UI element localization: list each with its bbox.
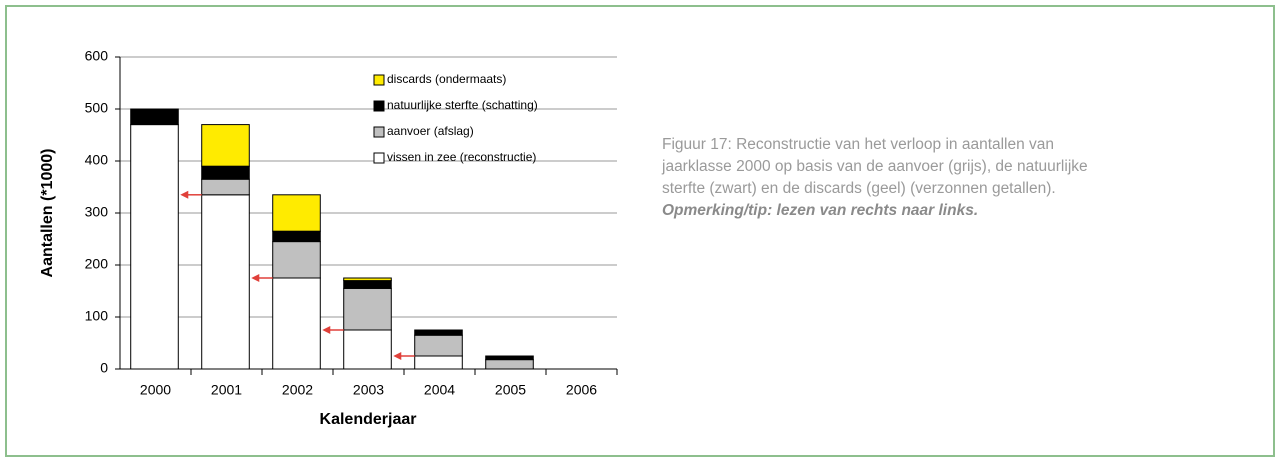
bar-segment (130, 124, 179, 370)
legend-swatch (373, 152, 385, 164)
x-tick-label: 2006 (566, 382, 597, 398)
bar-segment (272, 194, 321, 232)
bar-segment (343, 280, 392, 289)
arrow-head (251, 274, 260, 282)
bar-segment (414, 334, 463, 357)
caption-text: Figuur 17: Reconstructie van het verloop… (662, 136, 1088, 197)
x-tick-label: 2005 (495, 382, 526, 398)
y-tick-label: 400 (85, 152, 109, 168)
bar-segment (343, 277, 392, 282)
caption: Figuur 17: Reconstructie van het verloop… (662, 134, 1122, 222)
arrow-head (180, 190, 189, 199)
x-tick-label: 2000 (140, 382, 171, 398)
bar-segment (343, 287, 392, 331)
y-tick-label: 500 (85, 100, 109, 116)
bar-segment (343, 329, 392, 370)
bar-segment (272, 241, 321, 279)
legend-label: discards (ondermaats) (387, 72, 506, 86)
x-tick-label: 2002 (282, 382, 313, 398)
arrow-head (393, 352, 402, 360)
x-axis-title: Kalenderjaar (320, 411, 417, 428)
y-tick-label: 600 (85, 48, 109, 64)
legend-swatch (373, 126, 385, 138)
legend-label: vissen in zee (reconstructie) (387, 150, 536, 164)
bar-segment (414, 355, 463, 370)
y-tick-label: 200 (85, 256, 109, 272)
arrow-head (322, 326, 331, 334)
y-tick-label: 300 (85, 204, 109, 220)
bar-segment (272, 230, 321, 243)
frame (5, 5, 1275, 457)
bar-segment (201, 124, 250, 167)
y-tick-label: 0 (100, 360, 108, 376)
bar-segment (485, 359, 534, 370)
caption-emphasis: Opmerking/tip: lezen van rechts naar lin… (662, 202, 979, 219)
bar-segment (485, 355, 534, 361)
x-tick-label: 2004 (424, 382, 455, 398)
x-tick-label: 2003 (353, 382, 384, 398)
legend-swatch (373, 74, 385, 86)
legend-label: aanvoer (afslag) (387, 124, 474, 138)
bar-segment (414, 329, 463, 336)
x-tick-label: 2001 (211, 382, 242, 398)
legend-swatch (373, 100, 385, 112)
bar-segment (201, 178, 250, 196)
bar-segment (272, 277, 321, 370)
bar-segment (201, 194, 250, 370)
legend-label: natuurlijke sterfte (schatting) (387, 98, 538, 112)
bar-segment (201, 165, 250, 180)
y-axis-title: Aantallen (*1000) (39, 149, 56, 278)
y-tick-label: 100 (85, 308, 109, 324)
bar-segment (130, 108, 179, 126)
